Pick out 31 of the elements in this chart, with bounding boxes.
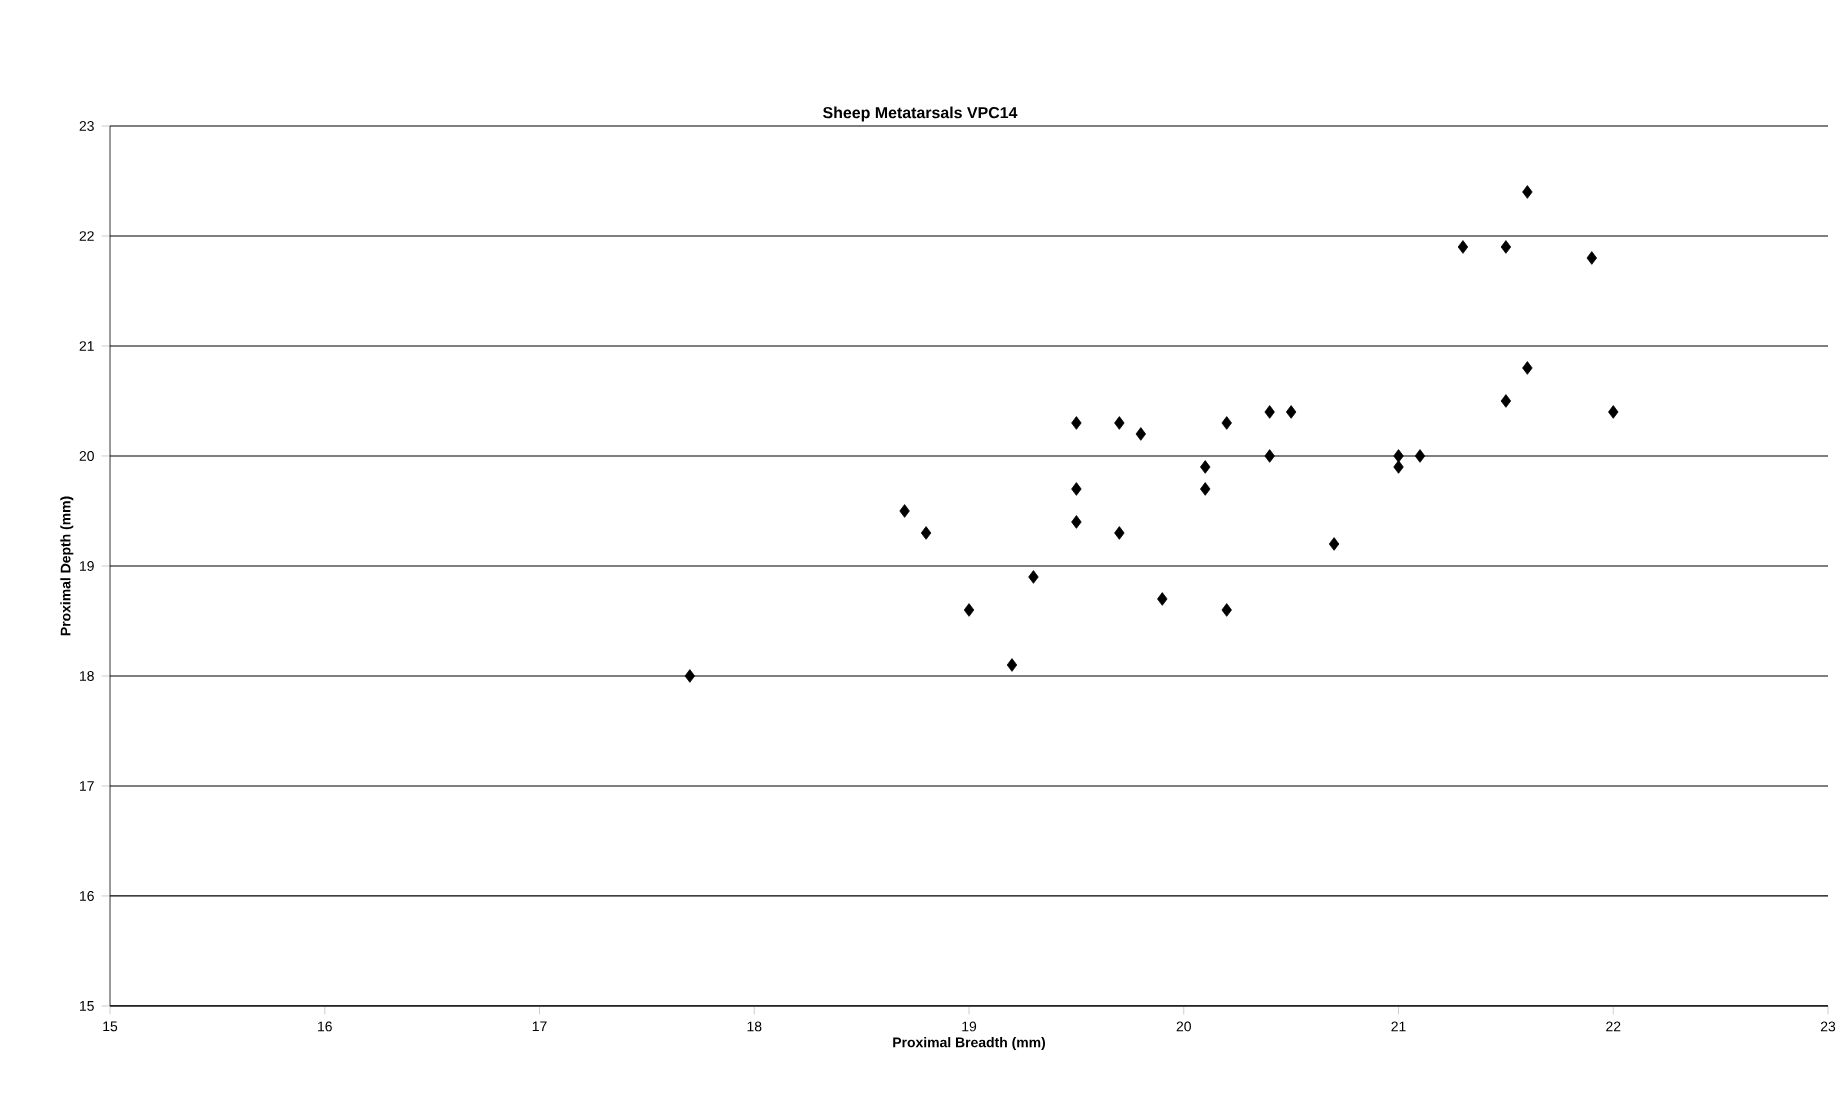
- point: [1221, 603, 1232, 617]
- point: [1135, 427, 1146, 441]
- point: [1200, 482, 1211, 496]
- point: [1586, 251, 1597, 265]
- point: [1522, 361, 1533, 375]
- point: [1393, 460, 1404, 474]
- point: [1500, 240, 1512, 254]
- point: [1006, 658, 1018, 672]
- point: [684, 669, 696, 683]
- point: [1071, 416, 1082, 430]
- point: [899, 504, 910, 518]
- point: [1200, 460, 1211, 474]
- point: [963, 603, 975, 617]
- point: [1522, 185, 1533, 199]
- point: [1414, 449, 1426, 463]
- point: [1264, 405, 1275, 419]
- point: [1608, 405, 1619, 419]
- point: [1157, 592, 1168, 606]
- point: [1071, 515, 1082, 529]
- point: [1221, 416, 1232, 430]
- point: [920, 526, 932, 540]
- point: [1114, 526, 1125, 540]
- point: [1071, 482, 1082, 496]
- point: [1264, 449, 1275, 463]
- point: [1393, 449, 1404, 463]
- point: [1457, 240, 1469, 254]
- point: [1328, 537, 1340, 551]
- point: [1500, 394, 1512, 408]
- point: [1114, 416, 1125, 430]
- point: [1285, 405, 1297, 419]
- point: [1028, 570, 1039, 584]
